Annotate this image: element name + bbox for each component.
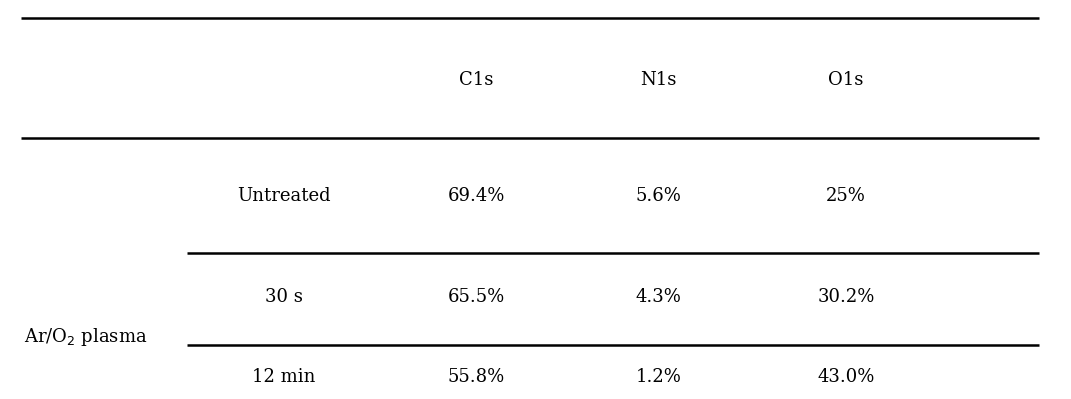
Text: N1s: N1s [640,71,677,89]
Text: 69.4%: 69.4% [448,186,506,205]
Text: Untreated: Untreated [237,186,331,205]
Text: 55.8%: 55.8% [448,368,506,386]
Text: 5.6%: 5.6% [636,186,681,205]
Text: Ar/O$_2$ plasma: Ar/O$_2$ plasma [24,326,148,348]
Text: 25%: 25% [826,186,866,205]
Text: 12 min: 12 min [252,368,316,386]
Text: 30 s: 30 s [265,288,303,306]
Text: 30.2%: 30.2% [817,288,875,306]
Text: 1.2%: 1.2% [636,368,681,386]
Text: 65.5%: 65.5% [448,288,506,306]
Text: C1s: C1s [459,71,494,89]
Text: O1s: O1s [828,71,864,89]
Text: 4.3%: 4.3% [636,288,681,306]
Text: 43.0%: 43.0% [817,368,875,386]
